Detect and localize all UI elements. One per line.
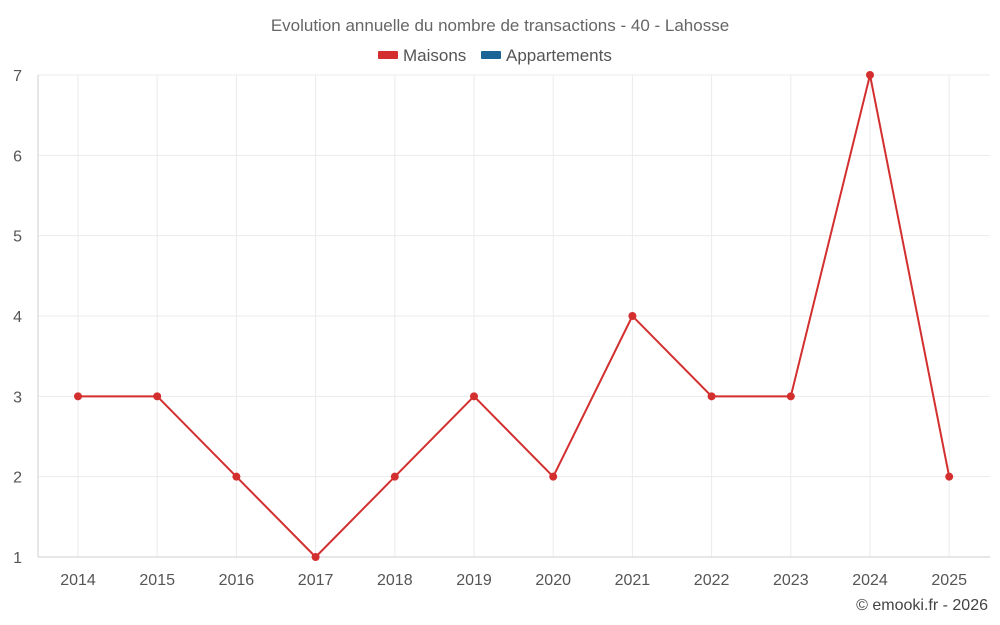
x-tick-label: 2020 xyxy=(535,572,571,589)
data-point[interactable] xyxy=(945,472,954,481)
grid xyxy=(38,74,990,557)
y-tick-label: 1 xyxy=(13,550,22,567)
data-point[interactable] xyxy=(707,392,716,401)
x-tick-label: 2018 xyxy=(377,572,413,589)
data-point[interactable] xyxy=(786,392,795,401)
x-tick-label: 2025 xyxy=(931,572,967,589)
chart-title: Evolution annuelle du nombre de transact… xyxy=(271,16,729,35)
legend-label-appartements[interactable]: Appartements xyxy=(506,46,612,65)
data-point[interactable] xyxy=(549,472,558,481)
data-point[interactable] xyxy=(866,71,874,79)
x-tick-label: 2019 xyxy=(456,572,492,589)
y-tick-label: 3 xyxy=(13,389,22,406)
x-tick-label: 2024 xyxy=(852,572,888,589)
x-axis-ticks: 2014 2015 2016 2017 2018 2019 2020 2021 2022 2023… xyxy=(60,572,967,589)
legend-label-maisons[interactable]: Maisons xyxy=(403,46,466,65)
credit-text: © emooki.fr - 2026 xyxy=(856,597,988,614)
x-tick-label: 2014 xyxy=(60,572,96,589)
y-tick-label: 5 xyxy=(13,229,22,246)
x-tick-label: 2023 xyxy=(773,572,809,589)
x-tick-label: 2021 xyxy=(615,572,651,589)
series-maisons xyxy=(74,71,954,561)
y-tick-label: 6 xyxy=(13,148,22,165)
legend-swatch-appartements[interactable] xyxy=(481,51,501,59)
legend: Maisons Appartements xyxy=(378,46,612,65)
data-point[interactable] xyxy=(74,392,82,401)
data-point[interactable] xyxy=(470,392,478,401)
data-point[interactable] xyxy=(311,553,320,561)
y-axis-ticks: 1 2 3 4 5 6 7 xyxy=(13,68,22,567)
data-point[interactable] xyxy=(390,472,399,481)
axes xyxy=(37,75,990,558)
data-point[interactable] xyxy=(232,472,241,481)
x-tick-label: 2017 xyxy=(298,572,334,589)
x-tick-label: 2016 xyxy=(219,572,255,589)
y-tick-label: 4 xyxy=(13,309,22,326)
legend-swatch-maisons[interactable] xyxy=(378,51,398,59)
y-tick-label: 7 xyxy=(13,68,22,85)
x-tick-label: 2022 xyxy=(694,572,730,589)
y-tick-label: 2 xyxy=(13,470,22,487)
x-tick-label: 2015 xyxy=(139,572,175,589)
series-line-maisons xyxy=(78,74,951,558)
data-point[interactable] xyxy=(153,392,162,401)
data-point[interactable] xyxy=(628,312,637,320)
